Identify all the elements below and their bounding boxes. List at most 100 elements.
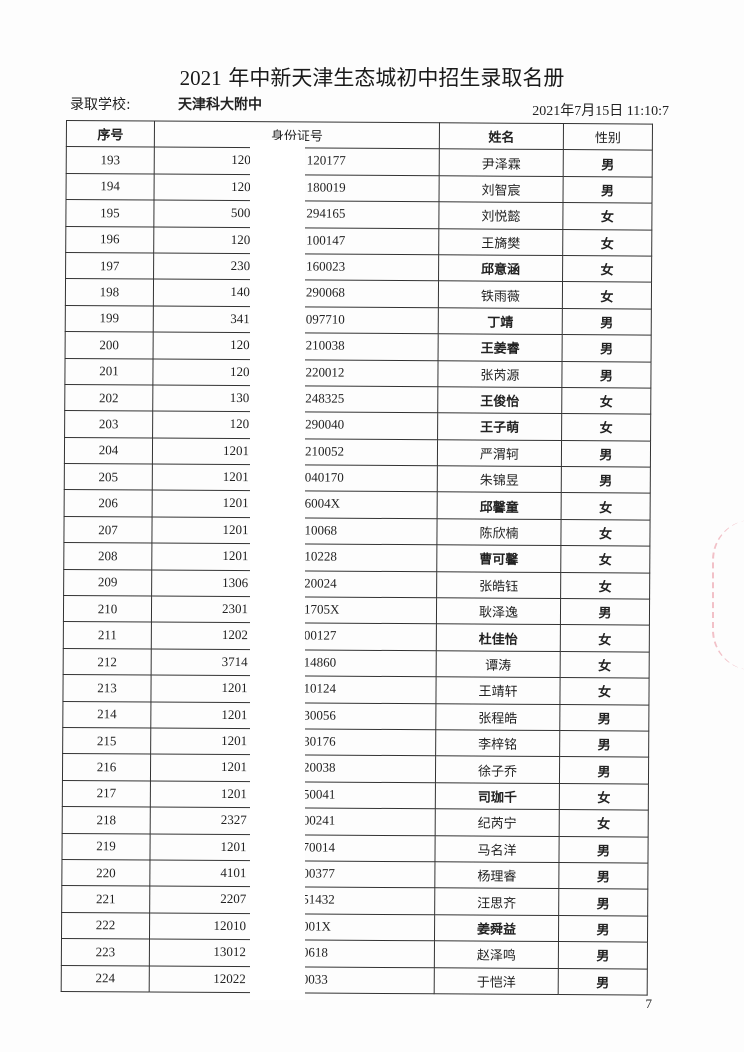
title-year: 2021: [179, 66, 222, 90]
cell-seq: 219: [61, 833, 151, 860]
table-row: 206 1201 6004X 邱馨童女: [64, 489, 651, 520]
cell-seq: 204: [64, 437, 153, 465]
table-row: 193 120 120177 尹泽霖男: [66, 146, 653, 177]
id-prefix: 1201: [222, 442, 250, 458]
school-name: 天津科大附中: [178, 97, 262, 113]
print-datetime: 2021年7月15日 11:10:7: [532, 104, 669, 119]
id-suffix: 040170: [304, 469, 344, 485]
id-prefix: 1201: [222, 548, 249, 564]
cell-seq: 223: [61, 938, 150, 966]
table-row: 200 120 210038 王姜睿男: [65, 331, 652, 362]
cell-gender: 男: [558, 862, 648, 890]
cell-seq: 198: [65, 278, 154, 306]
stamp-fragment: [712, 520, 744, 670]
id-prefix: 1201: [221, 680, 248, 696]
table-row: 219 1201 70014 马名洋男: [61, 833, 649, 864]
cell-name: 严渭轲: [437, 439, 562, 467]
cell-name: 陈欣楠: [436, 518, 562, 546]
header-name: 姓名: [439, 122, 564, 150]
table-row: 210 2301 1705X 耿泽逸男: [63, 595, 650, 626]
header-gender: 性别: [563, 123, 653, 151]
cell-name: 王旖樊: [438, 228, 563, 256]
cell-name: 王俊怡: [437, 386, 562, 414]
id-prefix: 12010: [213, 917, 247, 933]
cell-name: 张皓钰: [436, 571, 561, 599]
id-suffix: 51432: [302, 891, 335, 907]
cell-gender: 男: [558, 968, 648, 995]
cell-gender: 男: [559, 756, 649, 784]
cell-name: 汪思齐: [434, 888, 559, 916]
cell-gender: 女: [561, 493, 651, 520]
table-row: 214 1201 30056 张程皓男: [62, 701, 649, 732]
cell-name: 于恺洋: [434, 967, 559, 995]
table-row: 194 120 180019 刘智宸男: [66, 173, 653, 204]
id-suffix: 294165: [306, 205, 346, 221]
cell-gender: 男: [562, 308, 652, 336]
table-row: 224 12022 0033 于恺洋男: [61, 964, 648, 995]
id-suffix: 160023: [306, 258, 346, 274]
cell-gender: 男: [559, 704, 649, 732]
id-prefix: 140: [230, 284, 250, 300]
id-prefix: 1201: [220, 785, 247, 801]
table-row: 218 2327 00241 纪芮宁女: [62, 806, 649, 837]
cell-seq: 215: [62, 727, 151, 755]
cell-name: 王子萌: [437, 413, 562, 441]
cell-name: 朱锦昱: [437, 465, 562, 494]
id-prefix: 120: [230, 231, 251, 247]
id-prefix: 1201: [221, 732, 248, 749]
cell-gender: 女: [559, 677, 650, 705]
cell-gender: 女: [562, 255, 652, 283]
id-prefix: 1201: [221, 759, 248, 775]
table-row: 217 1201 50041 司珈千女: [62, 780, 649, 811]
id-suffix: 248325: [305, 390, 345, 406]
cell-gender: 女: [562, 229, 652, 257]
id-prefix: 4101: [220, 864, 247, 881]
id-prefix: 1201: [222, 469, 249, 485]
cell-seq: 207: [63, 516, 153, 544]
id-prefix: 130: [229, 389, 250, 406]
cell-gender: 男: [561, 440, 651, 468]
cell-gender: 女: [560, 572, 650, 600]
table-row: 208 1201 10228 曹可馨女: [63, 542, 650, 573]
table-row: 212 3714 14860 谭涛女: [63, 648, 650, 679]
id-suffix: 30056: [303, 707, 336, 723]
table-row: 197 230 160023 邱意涵女: [65, 252, 652, 283]
cell-seq: 214: [62, 701, 151, 729]
id-prefix: 120: [231, 178, 251, 194]
table-row: 207 1201 10068 陈欣楠女: [63, 516, 651, 547]
table-row: 216 1201 20038 徐子乔男: [62, 753, 649, 784]
cell-gender: 女: [560, 651, 650, 679]
cell-name: 王姜睿: [438, 333, 563, 362]
id-suffix: 100147: [306, 232, 346, 248]
id-suffix: 097710: [305, 311, 345, 327]
table-row: 205 1201 040170 朱锦昱男: [64, 463, 651, 494]
cell-name: 刘悦懿: [438, 201, 564, 230]
cell-seq: 210: [63, 595, 152, 623]
cell-gender: 女: [560, 519, 651, 547]
id-suffix: 001X: [302, 918, 332, 934]
cell-gender: 男: [563, 149, 653, 177]
id-prefix: 341: [230, 310, 250, 326]
cell-gender: 女: [559, 783, 649, 811]
table-row: 198 140 290068 铁雨薇女: [65, 278, 652, 309]
cell-name: 徐子乔: [435, 756, 560, 784]
table-row: 199 341 097710 丁靖男: [65, 305, 652, 336]
cell-seq: 196: [65, 226, 154, 253]
cell-gender: 男: [563, 176, 653, 204]
table-row: 204 1201 210052 严渭轲男: [64, 437, 651, 468]
cell-seq: 208: [63, 542, 152, 570]
cell-gender: 男: [558, 836, 649, 864]
cell-seq: 193: [66, 146, 155, 174]
cell-name: 丁靖: [438, 307, 563, 335]
id-prefix: 2301: [221, 600, 249, 617]
table-row: 223 13012 0618 赵泽鸣男: [61, 938, 648, 969]
document-title: 2021 年中新天津生态城初中招生录取名册: [0, 62, 744, 92]
title-text: 年中新天津生态城初中招生录取名册: [221, 66, 565, 90]
cell-gender: 男: [561, 466, 651, 494]
cell-seq: 194: [66, 173, 155, 201]
id-suffix: 10228: [304, 548, 337, 564]
cell-name: 耿泽逸: [436, 597, 561, 625]
id-prefix: 230: [230, 257, 251, 274]
id-prefix: 120: [230, 337, 250, 353]
